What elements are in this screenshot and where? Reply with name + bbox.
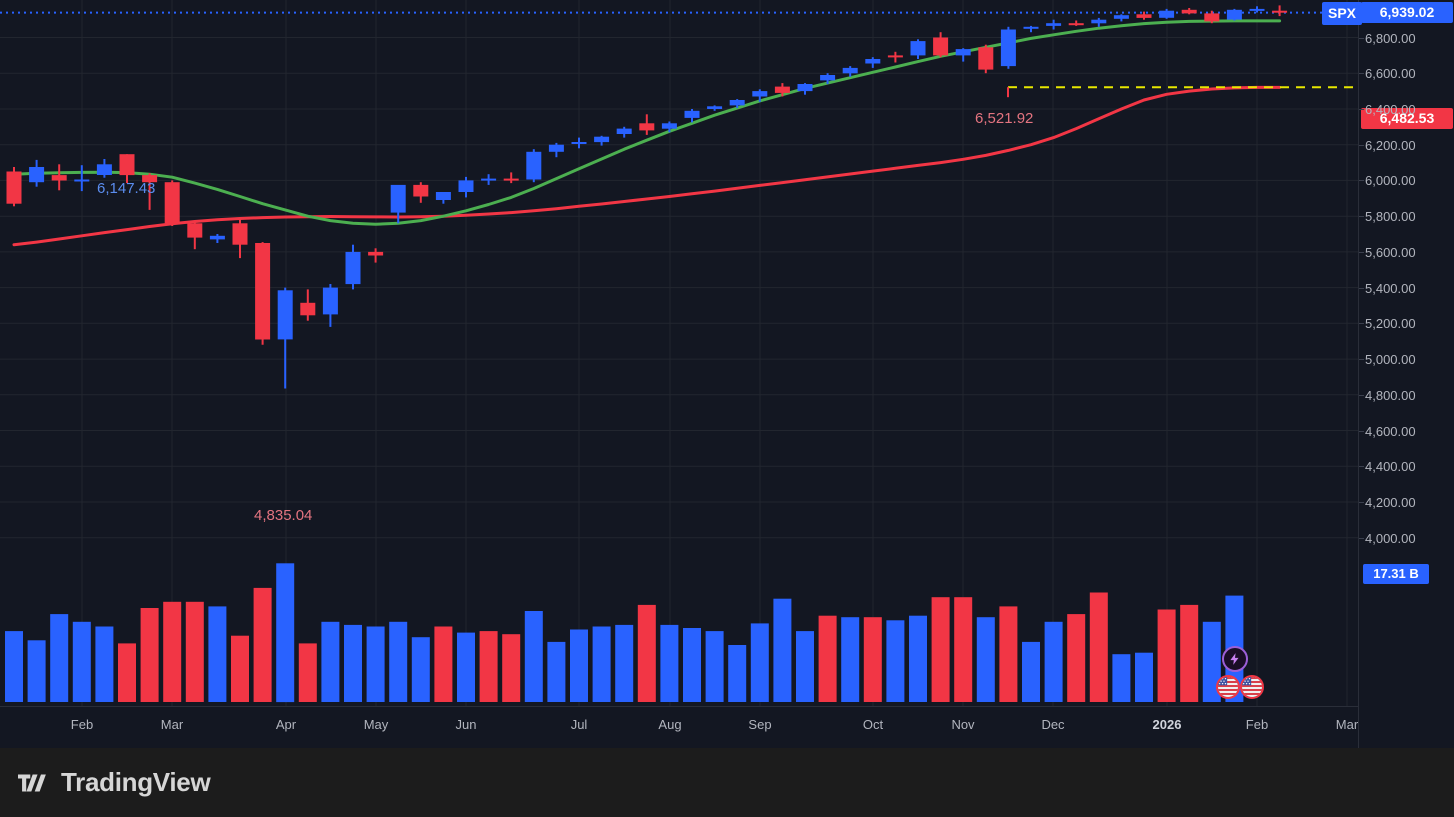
axis-tick-mark — [1359, 216, 1364, 218]
price-axis-tick-label: 4,600.00 — [1365, 423, 1416, 439]
time-axis-tick-label: Apr — [275, 717, 297, 732]
axis-tick-mark — [1359, 37, 1364, 39]
price-axis-tick-label: 6,400.00 — [1365, 102, 1416, 117]
time-axis-tick-label: Mar — [160, 717, 184, 732]
footer-bar: TradingView — [0, 748, 1454, 817]
tradingview-wordmark: TradingView — [61, 767, 211, 797]
price-axis-tick-label: 4,400.00 — [1365, 459, 1416, 475]
axis-tick-mark — [1359, 359, 1364, 361]
axis-tick-mark — [1359, 73, 1364, 75]
symbol-ticker-badge[interactable]: SPX — [1322, 2, 1363, 25]
axis-tick-mark — [1359, 180, 1364, 182]
price-gridlines — [0, 0, 1358, 552]
us-flag-event-icon[interactable] — [1240, 675, 1264, 699]
volume-chart-area[interactable] — [0, 552, 1358, 706]
time-axis-tick-label: Dec — [1041, 717, 1065, 732]
price-axis-tick-label: 6,800.00 — [1365, 30, 1416, 46]
axis-tick-mark — [1359, 144, 1364, 146]
price-axis-tick-label: 6,200.00 — [1365, 137, 1416, 153]
time-axis-tick-label: Mar — [1335, 717, 1358, 732]
price-axis-tick-label: 5,000.00 — [1365, 352, 1416, 368]
price-axis-tick-label: 5,800.00 — [1365, 209, 1416, 225]
axis-tick-mark — [1359, 323, 1364, 325]
time-axis-tick-label: Nov — [951, 717, 975, 732]
candlestick-series — [0, 5, 1358, 389]
time-axis-tick-label: Oct — [862, 717, 884, 732]
time-axis-tick-label: Feb — [70, 717, 94, 732]
axis-tick-mark — [1359, 109, 1364, 110]
ma-level-label: 6,521.92 — [975, 110, 1034, 127]
lightning-bolt-icon[interactable] — [1222, 646, 1248, 672]
price-axis-tick-label: 4,000.00 — [1365, 530, 1416, 546]
tradingview-logo-icon — [18, 774, 46, 791]
axis-tick-mark — [1359, 430, 1364, 432]
last-price-badge[interactable]: 6,939.02 — [1361, 2, 1453, 23]
price-axis-tick-label: 6,000.00 — [1365, 173, 1416, 189]
time-axis-tick-label: Jun — [455, 717, 477, 732]
axis-tick-mark — [1359, 287, 1364, 289]
price-axis-tick-label: 5,200.00 — [1365, 316, 1416, 332]
price-axis[interactable]: 6,893.07 6,939.02 6,482.53 17.31 B 6,800… — [1358, 0, 1454, 748]
price-axis-tick-label: 6,600.00 — [1365, 66, 1416, 82]
volume-series — [5, 552, 1348, 706]
axis-tick-mark — [1359, 251, 1364, 253]
price-chart-area[interactable] — [0, 0, 1358, 552]
time-axis-tick-label: 2026 — [1152, 717, 1182, 732]
price-axis-tick-label: 4,200.00 — [1365, 495, 1416, 510]
axis-tick-mark — [1359, 394, 1364, 396]
axis-tick-mark — [1359, 537, 1364, 539]
swing-high-label: 6,147.43 — [97, 180, 156, 197]
axis-tick-mark — [1359, 466, 1364, 468]
time-axis-tick-label: Sep — [748, 717, 772, 732]
time-axis-tick-label: Aug — [658, 717, 682, 732]
chart-pane[interactable]: 6,147.43 4,835.04 6,521.92 — [0, 0, 1358, 748]
price-axis-tick-label: 4,800.00 — [1365, 387, 1416, 403]
us-flag-event-icon[interactable] — [1216, 675, 1240, 699]
axis-tick-mark — [1359, 502, 1364, 503]
time-axis[interactable]: Feb Mar Apr May Jun Jul Aug Sep Oct Nov Dec 2026 Feb… — [0, 706, 1358, 748]
ma-slow-price-badge: 6,482.53 — [1361, 108, 1453, 129]
price-axis-tick-label: 5,600.00 — [1365, 244, 1416, 260]
time-axis-tick-label: May — [363, 717, 389, 732]
volume-value-badge: 17.31 B — [1363, 564, 1429, 584]
tradingview-logo[interactable]: TradingView — [18, 767, 211, 798]
time-axis-tick-label: Feb — [1245, 717, 1269, 732]
time-axis-tick-label: Jul — [570, 717, 588, 732]
swing-low-label: 4,835.04 — [254, 507, 313, 524]
price-axis-tick-label: 5,400.00 — [1365, 280, 1416, 296]
